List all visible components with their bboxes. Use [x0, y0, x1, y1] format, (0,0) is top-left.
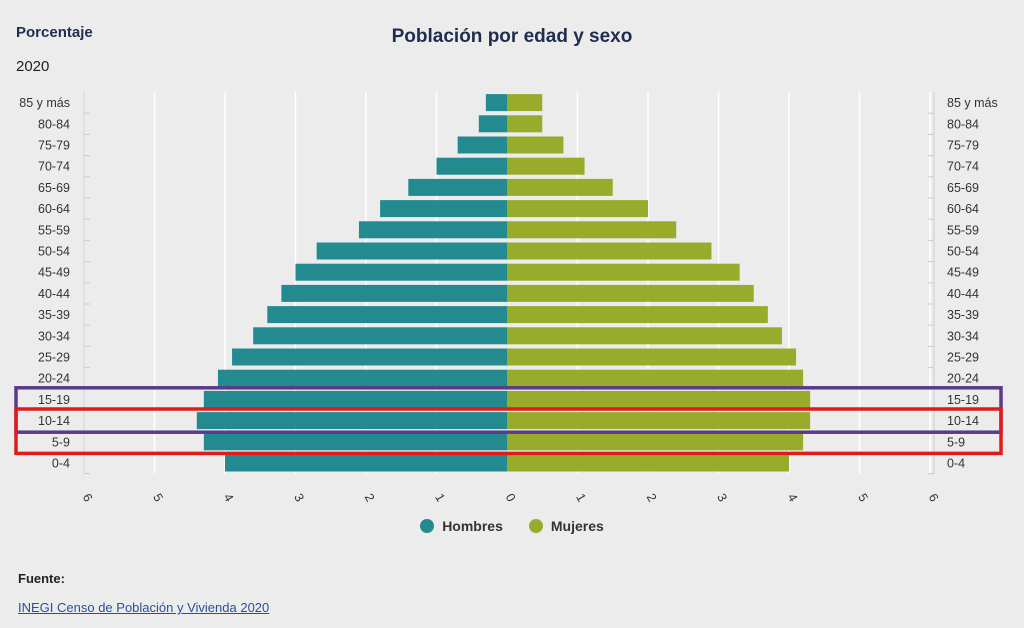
age-tick-label: 40-44	[38, 287, 70, 301]
x-tick-label: 4	[221, 491, 237, 504]
bar-mujeres	[507, 263, 740, 281]
bar-mujeres	[507, 94, 543, 112]
source-heading: Fuente:	[18, 571, 65, 586]
age-tick-label: 60-64	[947, 202, 979, 216]
age-tick-label: 5-9	[947, 435, 965, 449]
bar-hombres	[436, 157, 507, 175]
age-tick-label: 35-39	[947, 308, 979, 322]
x-tick-label: 3	[714, 491, 730, 504]
age-tick-label: 15-19	[947, 393, 979, 407]
bar-mujeres	[507, 200, 648, 218]
age-tick-label: 85 y más	[19, 96, 70, 110]
bar-hombres	[232, 348, 508, 366]
bar-mujeres	[507, 221, 677, 239]
age-tick-label: 55-59	[947, 223, 979, 237]
x-tick-label: 1	[432, 491, 448, 504]
bar-mujeres	[507, 369, 804, 387]
age-tick-label: 70-74	[38, 160, 70, 174]
legend-item-mujeres[interactable]: Mujeres	[528, 518, 604, 534]
age-tick-label: 25-29	[38, 351, 70, 365]
chart-title: Población por edad y sexo	[391, 26, 633, 47]
bar-hombres	[196, 412, 508, 430]
bar-mujeres	[507, 454, 789, 472]
bar-hombres	[485, 94, 507, 112]
age-tick-label: 25-29	[947, 351, 979, 365]
age-tick-label: 80-84	[38, 117, 70, 131]
bar-hombres	[253, 327, 507, 345]
bar-hombres	[478, 115, 507, 133]
age-tick-label: 75-79	[38, 139, 70, 153]
year-label: 2020	[16, 58, 50, 75]
age-tick-label: 65-69	[947, 181, 979, 195]
age-tick-label: 0-4	[52, 457, 70, 471]
age-tick-label: 30-34	[38, 329, 70, 343]
bar-hombres	[380, 200, 507, 218]
bar-hombres	[203, 433, 507, 451]
legend-label-hombres: Hombres	[442, 518, 503, 534]
age-tick-label: 20-24	[947, 372, 979, 386]
age-tick-label: 40-44	[947, 287, 979, 301]
bar-hombres	[408, 178, 507, 196]
age-tick-label: 10-14	[947, 414, 979, 428]
source-link[interactable]: INEGI Censo de Población y Vivienda 2020	[18, 600, 270, 615]
x-tick-label: 6	[80, 491, 96, 504]
legend: Hombres Mujeres	[0, 518, 1024, 534]
x-tick-label: 3	[291, 491, 307, 504]
bar-hombres	[316, 242, 507, 260]
age-tick-label: 65-69	[38, 181, 70, 195]
age-tick-label: 0-4	[947, 457, 965, 471]
age-tick-label: 45-49	[947, 266, 979, 280]
bar-hombres	[267, 306, 507, 324]
bar-hombres	[281, 284, 507, 302]
age-tick-label: 85 y más	[947, 96, 998, 110]
age-tick-label: 50-54	[38, 245, 70, 259]
age-tick-label: 15-19	[38, 393, 70, 407]
x-tick-label: 2	[362, 491, 378, 504]
bar-mujeres	[507, 412, 811, 430]
x-tick-label: 5	[150, 491, 166, 504]
legend-dot-mujeres	[528, 519, 543, 533]
x-tick-label: 0	[503, 491, 519, 504]
age-tick-label: 10-14	[38, 414, 70, 428]
age-tick-label: 75-79	[947, 139, 979, 153]
x-tick-label: 4	[785, 491, 801, 504]
x-tick-label: 5	[855, 491, 871, 504]
age-tick-label: 5-9	[52, 435, 70, 449]
x-tick-label: 1	[573, 491, 589, 504]
x-tick-label: 6	[926, 491, 942, 504]
bar-hombres	[295, 263, 507, 281]
bar-mujeres	[507, 327, 782, 345]
age-tick-label: 45-49	[38, 266, 70, 280]
bar-hombres	[217, 369, 507, 387]
bar-hombres	[225, 454, 507, 472]
x-tick-label: 2	[644, 491, 660, 504]
unit-label: Porcentaje	[16, 24, 93, 41]
age-tick-label: 70-74	[947, 160, 979, 174]
highlight-red-box	[14, 407, 1003, 456]
legend-label-mujeres: Mujeres	[550, 518, 604, 534]
age-tick-label: 80-84	[947, 117, 979, 131]
bar-mujeres	[507, 242, 712, 260]
legend-dot-hombres	[420, 519, 435, 533]
bar-mujeres	[507, 390, 811, 408]
age-tick-label: 50-54	[947, 245, 979, 259]
age-tick-label: 30-34	[947, 329, 979, 343]
bar-hombres	[203, 390, 507, 408]
bar-mujeres	[507, 348, 797, 366]
bar-mujeres	[507, 284, 754, 302]
age-tick-label: 20-24	[38, 372, 70, 386]
bar-hombres	[457, 136, 507, 154]
legend-item-hombres[interactable]: Hombres	[420, 518, 503, 534]
bar-hombres	[358, 221, 507, 239]
bar-mujeres	[507, 433, 804, 451]
bar-mujeres	[507, 178, 613, 196]
bar-mujeres	[507, 115, 543, 133]
age-tick-label: 35-39	[38, 308, 70, 322]
age-tick-label: 55-59	[38, 223, 70, 237]
bar-mujeres	[507, 157, 585, 175]
age-tick-label: 60-64	[38, 202, 70, 216]
bar-mujeres	[507, 306, 768, 324]
bar-mujeres	[507, 136, 564, 154]
